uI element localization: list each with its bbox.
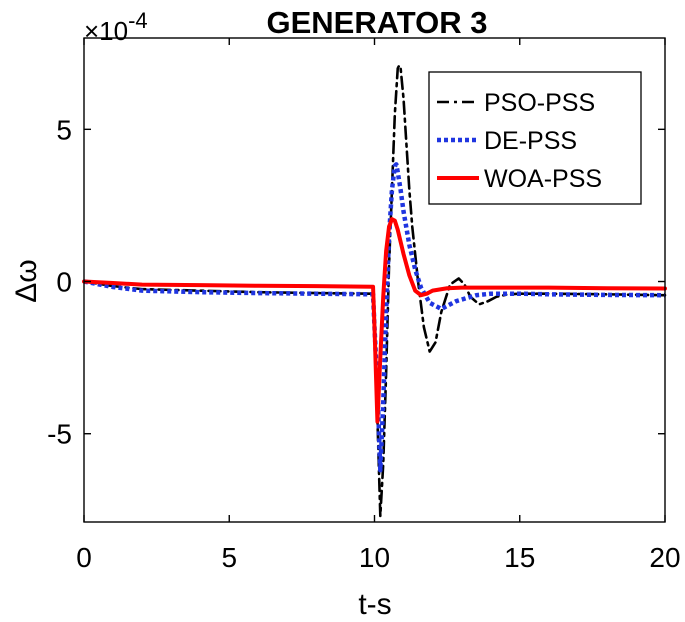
y-tick-label: 5 bbox=[56, 114, 72, 145]
x-tick-label: 15 bbox=[504, 542, 535, 573]
x-tick-label: 10 bbox=[359, 542, 390, 573]
tick-labels-group: 0 5 10 15 20 -5 0 5 bbox=[47, 114, 680, 573]
y-axis-label: Δω bbox=[10, 259, 43, 302]
series-line-de-pss bbox=[83, 162, 666, 473]
legend-label: WOA-PSS bbox=[484, 165, 602, 193]
axes-group bbox=[83, 37, 666, 523]
legend-label: PSO-PSS bbox=[484, 89, 595, 117]
chart-title: GENERATOR 3 bbox=[266, 5, 487, 40]
series-group bbox=[82, 64, 667, 518]
x-tick-label: 0 bbox=[76, 542, 92, 573]
legend-label: DE-PSS bbox=[484, 127, 577, 155]
legend-box bbox=[428, 71, 642, 205]
series-line-woa-pss bbox=[82, 217, 667, 424]
y-tick-label: -5 bbox=[47, 419, 72, 450]
y-exponent-base: ×10 bbox=[84, 16, 128, 46]
y-exponent-label: ×10-4 bbox=[84, 8, 148, 46]
y-tick-label: 0 bbox=[56, 267, 72, 298]
legend: PSO-PSS DE-PSS WOA-PSS bbox=[428, 71, 642, 205]
x-axis-label: t-s bbox=[358, 588, 391, 621]
y-exponent-power: -4 bbox=[128, 8, 148, 33]
x-tick-label: 5 bbox=[221, 542, 237, 573]
x-tick-label: 20 bbox=[649, 542, 680, 573]
